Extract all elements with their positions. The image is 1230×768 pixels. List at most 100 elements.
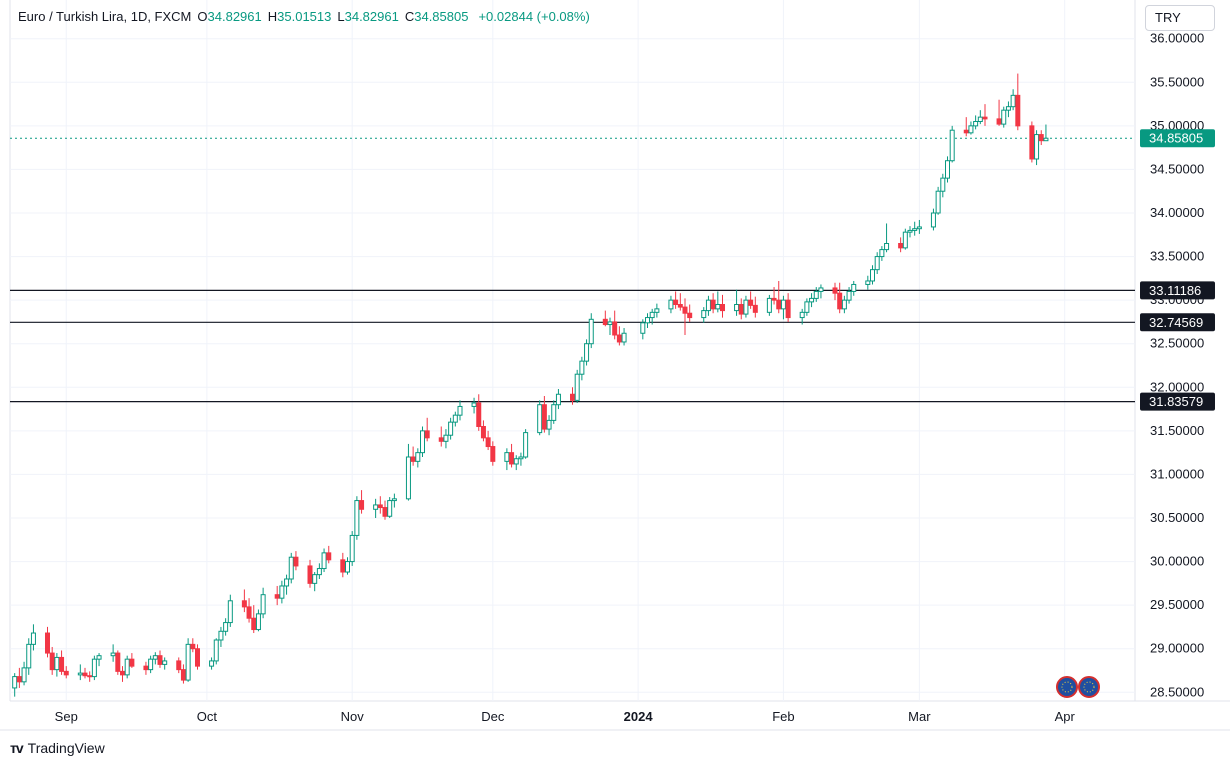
candle	[574, 369, 580, 403]
brand-name: TradingView	[27, 740, 105, 756]
candle-body	[968, 125, 974, 134]
candle-body	[359, 500, 365, 510]
candle-body	[705, 299, 711, 312]
candle-body	[120, 670, 125, 676]
candle	[490, 441, 496, 466]
candle-body	[766, 297, 772, 313]
candle-body	[687, 312, 693, 319]
candle	[26, 638, 32, 675]
candle-body	[612, 321, 618, 336]
candle-body	[513, 458, 519, 465]
candle-body	[340, 559, 346, 573]
candle	[448, 417, 454, 440]
y-tick-label: 31.00000	[1150, 466, 1204, 481]
open-label: O	[197, 9, 208, 24]
candle-body	[87, 675, 93, 678]
candle-body	[1010, 94, 1016, 108]
horizontal-lines	[10, 289, 1135, 403]
y-tick-label: 32.50000	[1150, 336, 1204, 351]
y-tick-label: 30.50000	[1150, 510, 1204, 525]
candle-body	[354, 500, 360, 536]
candle-body	[255, 613, 261, 631]
candle	[537, 400, 543, 436]
candle	[916, 219, 922, 234]
currency-selector[interactable]: TRY	[1145, 5, 1215, 31]
high-label: H	[267, 9, 278, 24]
candle	[246, 598, 252, 623]
candle-body	[930, 212, 936, 228]
y-tick-label: 35.50000	[1150, 74, 1204, 89]
candle	[720, 294, 725, 318]
candle	[382, 500, 388, 520]
candle	[551, 400, 557, 424]
candle-body	[190, 643, 196, 650]
candle	[96, 653, 102, 667]
x-tick-label: Apr	[1055, 709, 1076, 724]
candle	[649, 308, 655, 325]
candle	[1015, 73, 1021, 131]
candle	[743, 295, 749, 318]
candle	[555, 389, 561, 410]
current-price-label: 34.85805	[1149, 131, 1203, 146]
y-tick-label: 33.50000	[1150, 249, 1204, 264]
candle-body	[115, 652, 121, 672]
candle-body	[457, 405, 463, 416]
y-tick-label: 35.00000	[1150, 118, 1204, 133]
candle-body	[1005, 106, 1011, 111]
candle	[120, 666, 125, 682]
candle	[152, 652, 158, 665]
candle-body	[837, 292, 843, 310]
candle-body	[45, 632, 50, 654]
x-axis: Sep Oct Nov Dec 2024 Feb Mar Apr	[55, 709, 1076, 724]
candle	[874, 252, 880, 274]
candle-body	[1001, 109, 1007, 125]
symbol-title[interactable]: Euro / Turkish Lira, 1D, FXCM	[18, 9, 192, 24]
candle-body	[279, 585, 285, 599]
candle	[82, 667, 88, 679]
candle	[12, 673, 18, 697]
candle	[673, 291, 679, 309]
close-value: 34.85805	[414, 9, 469, 24]
candle-body	[715, 304, 721, 310]
candle-body	[874, 256, 880, 271]
symbol-legend: Euro / Turkish Lira, 1D, FXCM O34.82961 …	[18, 9, 590, 24]
candle	[279, 580, 285, 604]
candle	[110, 644, 116, 662]
candle-body	[129, 658, 135, 667]
low-value: 34.82961	[344, 9, 399, 24]
candle	[274, 585, 280, 606]
candle-body	[195, 648, 200, 667]
candle-body	[152, 655, 158, 660]
tradingview-brand[interactable]: ᴛv TradingView	[10, 740, 105, 756]
candle-body	[241, 600, 247, 608]
candle-body	[349, 534, 355, 563]
event-icons[interactable]	[1056, 676, 1100, 698]
candle	[87, 671, 93, 682]
candle	[190, 638, 196, 653]
candle-body	[945, 160, 950, 179]
candle-body	[832, 287, 838, 294]
candle-body	[91, 658, 97, 678]
candle-body	[293, 556, 299, 567]
x-tick-label: Mar	[908, 709, 931, 724]
line-price-badge	[1140, 392, 1215, 411]
candle-body	[841, 299, 847, 310]
candle	[912, 221, 918, 236]
candle	[316, 563, 322, 579]
candle-body	[251, 617, 257, 631]
candle	[457, 400, 463, 421]
candle	[227, 594, 233, 627]
candle-body	[223, 622, 229, 632]
candle	[945, 156, 950, 183]
candle	[21, 661, 27, 686]
candle	[420, 426, 425, 457]
candle	[752, 296, 758, 318]
candle	[241, 589, 247, 613]
candle-body	[59, 656, 65, 672]
candle	[251, 605, 257, 634]
candle	[940, 173, 946, 198]
candle	[1001, 106, 1007, 128]
candle	[45, 626, 50, 658]
candle	[513, 455, 519, 471]
